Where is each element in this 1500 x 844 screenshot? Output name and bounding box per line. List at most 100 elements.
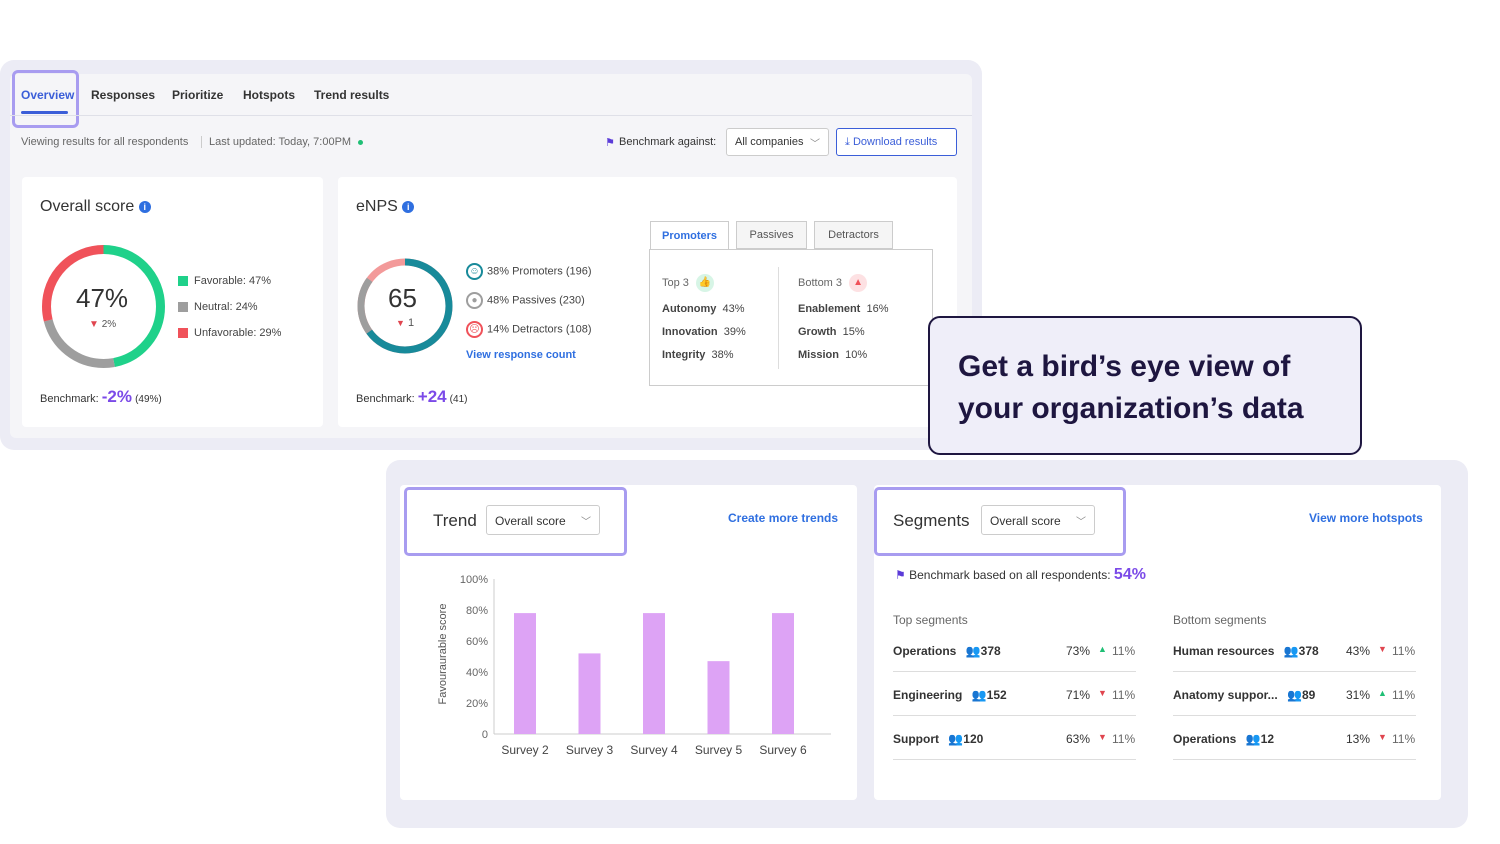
overall-score-card: Overall score i 47% ▼ 2% Favorable: 47% … — [22, 177, 323, 427]
info-icon[interactable]: i — [402, 200, 415, 213]
top-driver-innovation: Innovation 39% — [662, 326, 746, 338]
subtab-passives[interactable]: Passives — [736, 221, 807, 249]
create-more-trends-link[interactable]: Create more trends — [728, 511, 839, 525]
segment-count: 12 — [1260, 732, 1275, 746]
download-results-button[interactable]: ⤓ Download results — [836, 128, 957, 156]
enps-delta: ▼ 1 — [396, 317, 415, 329]
down-arrow-icon: ▼ — [89, 319, 99, 330]
segment-row[interactable]: Engineering 👥152 71% ▼ 11% — [893, 688, 1136, 702]
y-tick-label: 100% — [460, 574, 488, 586]
legend-favorable: Favorable: 47% — [178, 275, 271, 287]
up-arrow-icon: ▲ — [1378, 688, 1387, 698]
y-tick-label: 80% — [466, 605, 488, 617]
enps-card: eNPS i 65 ▼ 1 ☺ 38% Promoters (196) ● 48% … — [338, 177, 957, 427]
tab-prioritize[interactable]: Prioritize — [172, 88, 224, 102]
y-tick-label: 0 — [482, 729, 488, 741]
enps-benchmark-value: +24 — [417, 387, 447, 406]
segment-name: Human resources — [1173, 644, 1275, 658]
y-tick-label: 20% — [466, 698, 488, 710]
segment-row-divider — [1173, 715, 1416, 716]
callout-box: Get a bird’s eye view of your organizati… — [928, 316, 1362, 455]
segment-percent: 31% — [1346, 688, 1371, 702]
subtab-promoters[interactable]: Promoters — [650, 221, 729, 250]
tab-overview-highlight — [12, 70, 79, 128]
segment-name: Support — [893, 732, 939, 746]
thumbs-up-icon: 👍 — [695, 274, 714, 292]
bar-survey-3[interactable] — [578, 653, 601, 734]
segment-row-divider — [893, 671, 1136, 672]
people-icon: 👥 — [1283, 644, 1299, 658]
segment-count: 378 — [980, 644, 1001, 658]
overall-score-title: Overall score i — [40, 198, 151, 216]
tab-hotspots[interactable]: Hotspots — [243, 88, 295, 102]
last-updated-text: Last updated: Today, 7:00PM — [209, 136, 352, 148]
promoters-panel-divider — [778, 267, 779, 369]
x-tick-label: Survey 2 — [501, 743, 549, 757]
enps-ring-passive — [357, 258, 453, 354]
segment-row[interactable]: Anatomy suppor... 👥89 31% ▲ 11% — [1173, 688, 1416, 702]
segment-change: 11% — [1392, 644, 1416, 658]
tab-overview[interactable]: Overview — [21, 88, 75, 102]
down-arrow-icon: ▼ — [1098, 688, 1107, 698]
segment-name: Engineering — [893, 688, 963, 702]
people-icon: 👥 — [1287, 688, 1302, 702]
bar-survey-4[interactable] — [643, 613, 665, 734]
trend-header-highlight — [404, 487, 627, 556]
segment-percent: 13% — [1346, 732, 1371, 746]
enps-ring — [357, 258, 453, 354]
segment-count: 89 — [1301, 688, 1316, 702]
overall-benchmark-value: -2% — [101, 387, 132, 406]
benchmark-select-value: All companies — [735, 136, 804, 148]
trend-title: Trend — [433, 511, 477, 530]
enps-detractors: ☹ 14% Detractors (108) — [466, 321, 592, 338]
down-arrow-icon: ▼ — [1378, 644, 1387, 654]
viewing-text: Viewing results for all respondents — [21, 136, 189, 148]
tab-trend-results[interactable]: Trend results — [314, 88, 390, 102]
neutral-face-icon: ● — [466, 292, 483, 309]
segment-change: 11% — [1392, 688, 1416, 702]
segments-benchmark-value: 54% — [1113, 566, 1146, 583]
overall-score-delta: ▼ 2% — [89, 319, 117, 330]
segments-metric-select[interactable]: Overall score ﹀ — [981, 505, 1095, 535]
segment-count: 120 — [963, 732, 984, 746]
x-tick-label: Survey 6 — [759, 743, 807, 757]
callout-text: Get a bird’s eye view of your organizati… — [958, 350, 1304, 425]
y-ticks: 100% 80% 60% 40% 20% 0 — [460, 574, 488, 741]
benchmark-select[interactable]: All companies ﹀ — [726, 128, 829, 156]
enps-benchmark: Benchmark: +24 (41) — [356, 387, 468, 406]
donut-segment-neutral — [42, 245, 165, 368]
view-more-hotspots-link[interactable]: View more hotspots — [1309, 511, 1423, 525]
subtab-detractors[interactable]: Detractors — [814, 221, 893, 249]
chevron-down-icon: ﹀ — [581, 517, 591, 528]
segment-row[interactable]: Human resources 👥378 43% ▼ 11% — [1173, 644, 1416, 658]
down-arrow-icon: ▼ — [1378, 732, 1387, 742]
y-tick-label: 60% — [466, 636, 488, 648]
segment-name: Operations — [893, 644, 957, 658]
enps-promoters: ☺ 38% Promoters (196) — [466, 263, 592, 280]
overview-dashboard-panel: Overview Responses Prioritize Hotspots T… — [0, 60, 982, 450]
segment-count: 152 — [986, 688, 1007, 702]
segment-row[interactable]: Operations 👥12 13% ▼ 11% — [1173, 732, 1416, 746]
segment-row-divider — [893, 715, 1136, 716]
bottom-3-label: Bottom 3 ▲ — [798, 274, 868, 292]
bar-survey-5[interactable] — [707, 661, 730, 734]
segment-change: 11% — [1392, 732, 1416, 746]
top-segments-title: Top segments — [893, 613, 968, 627]
legend-swatch — [178, 302, 188, 313]
segments-title: Segments — [893, 511, 970, 530]
trend-bar-chart: Favouraurable score 100% 80% 60% 40% 20% 0 Su… — [437, 574, 831, 757]
bar-survey-6[interactable] — [772, 613, 794, 734]
top-driver-autonomy: Autonomy 43% — [662, 303, 745, 315]
info-icon[interactable]: i — [138, 200, 151, 213]
trend-metric-select[interactable]: Overall score ﹀ — [486, 505, 600, 535]
bottom-driver-mission: Mission 10% — [798, 349, 868, 361]
view-response-count-link[interactable]: View response count — [466, 349, 576, 361]
legend-swatch — [178, 328, 188, 339]
segment-percent: 71% — [1066, 688, 1091, 702]
segment-row[interactable]: Support 👥120 63% ▼ 11% — [893, 732, 1136, 746]
segment-count: 378 — [1298, 644, 1319, 658]
x-ticks: Survey 2 Survey 3 Survey 4 Survey 5 Survey 6 — [501, 743, 807, 757]
bar-survey-2[interactable] — [514, 613, 536, 734]
segment-row[interactable]: Operations 👥378 73% ▲ 11% — [893, 644, 1136, 658]
tab-responses[interactable]: Responses — [91, 88, 156, 102]
